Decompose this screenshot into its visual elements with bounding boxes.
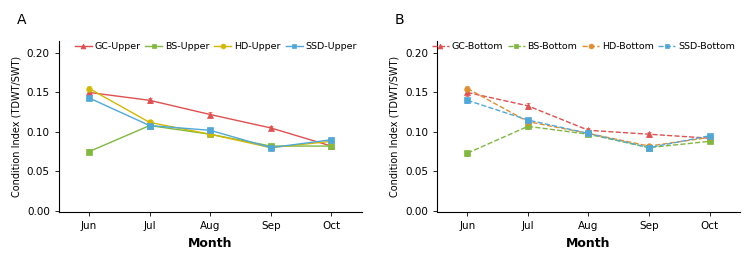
X-axis label: Month: Month	[566, 237, 611, 250]
Legend: GC-Upper, BS-Upper, HD-Upper, SSD-Upper: GC-Upper, BS-Upper, HD-Upper, SSD-Upper	[75, 43, 357, 51]
X-axis label: Month: Month	[188, 237, 233, 250]
Text: A: A	[17, 14, 26, 27]
Y-axis label: Condition Index (TDWT/SWT): Condition Index (TDWT/SWT)	[389, 56, 400, 197]
Text: B: B	[395, 14, 404, 27]
Legend: GC-Bottom, BS-Bottom, HD-Bottom, SSD-Bottom: GC-Bottom, BS-Bottom, HD-Bottom, SSD-Bot…	[432, 43, 735, 51]
Y-axis label: Condition Index (TDWT/SWT): Condition Index (TDWT/SWT)	[11, 56, 21, 197]
